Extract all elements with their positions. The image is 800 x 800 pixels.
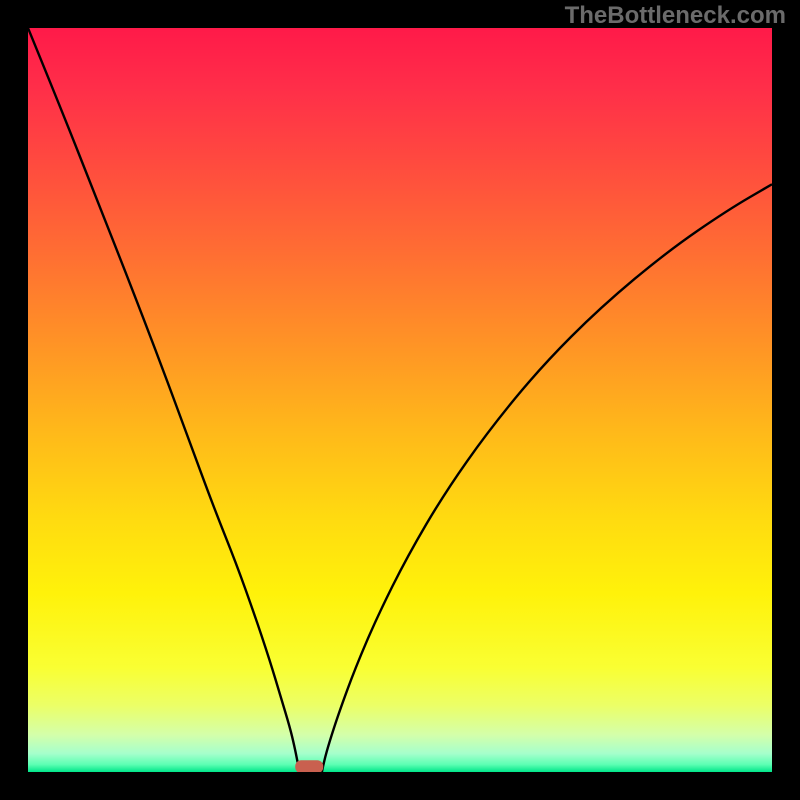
watermark-text: TheBottleneck.com [565,2,786,30]
optimal-marker [295,760,323,772]
chart-container: TheBottleneck.com [0,0,800,800]
plot-area [28,28,772,772]
gradient-background [28,28,772,772]
